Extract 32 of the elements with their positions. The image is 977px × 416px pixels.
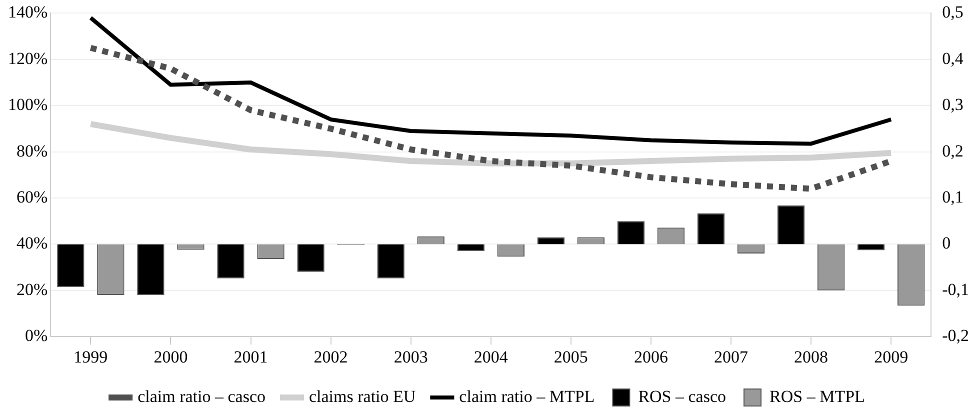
y-tick-label: 40%: [16, 234, 48, 253]
y2-tick-label: -0,2: [942, 326, 970, 346]
y2-tick-label: 0: [942, 234, 951, 253]
x-tick-label: 2001: [234, 347, 268, 366]
y-tick-label: 120%: [8, 48, 48, 68]
y2-tick-label: 0,2: [942, 141, 964, 160]
y-tick-label: 0%: [24, 326, 48, 346]
legend-label: ROS – casco: [638, 386, 726, 406]
legend-label: claims ratio EU: [308, 386, 416, 406]
legend-label: ROS – MTPL: [770, 386, 865, 406]
legend-label: claim ratio – casco: [138, 386, 266, 406]
x-tick-label: 2008: [794, 347, 828, 366]
y2-tick-label: 0,4: [942, 48, 964, 68]
x-tick-label: 2002: [314, 347, 348, 366]
y-tick-label: 60%: [16, 187, 48, 206]
x-tick-label: 1999: [74, 347, 108, 366]
x-tick-label: 2005: [554, 347, 588, 366]
y-tick-label: 100%: [8, 95, 48, 114]
y2-tick-label: -0,1: [942, 280, 970, 299]
legend-label: claim ratio – MTPL: [459, 386, 595, 406]
y-tick-label: 20%: [16, 280, 48, 299]
x-tick-label: 2000: [154, 347, 188, 366]
y-tick-label: 140%: [8, 2, 48, 22]
y-tick-label: 80%: [16, 141, 48, 160]
x-tick-label: 2007: [714, 347, 748, 366]
y2-tick-label: 0,3: [942, 95, 964, 114]
x-tick-label: 2004: [474, 347, 508, 366]
x-tick-label: 2009: [874, 347, 908, 366]
x-tick-label: 2003: [394, 347, 428, 366]
y2-tick-label: 0,1: [942, 187, 964, 206]
y2-tick-label: 0,5: [942, 2, 964, 22]
x-tick-label: 2006: [634, 347, 668, 366]
